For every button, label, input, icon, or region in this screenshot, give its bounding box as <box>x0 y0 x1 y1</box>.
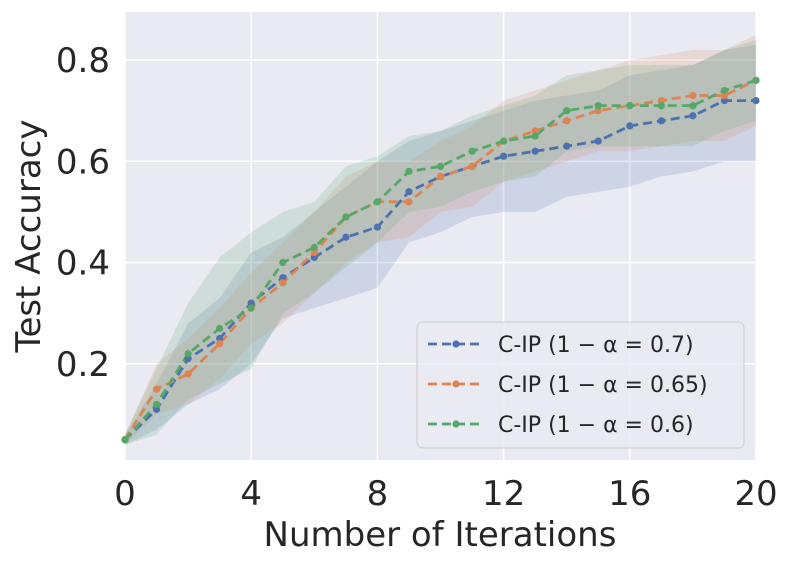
data-point-series-3 <box>152 400 161 408</box>
data-point-series-1 <box>720 96 729 105</box>
data-point-series-2 <box>657 96 665 105</box>
legend-label-2: C-IP (1 − α = 0.65) <box>498 373 708 398</box>
data-point-series-3 <box>342 213 350 221</box>
legend-series-name: C-IP <box>498 413 548 438</box>
legend-marker-2 <box>452 380 460 388</box>
y-tick-label: 0.6 <box>56 142 110 182</box>
data-point-series-2 <box>184 370 192 378</box>
data-point-series-1 <box>405 188 413 196</box>
data-point-series-2 <box>563 117 571 125</box>
x-tick-label: 0 <box>114 474 136 514</box>
series-line-1 <box>124 99 756 441</box>
legend-label-1: C-IP (1 − α = 0.7) <box>498 333 694 358</box>
data-point-series-1 <box>310 253 318 262</box>
data-point-series-1 <box>563 142 571 150</box>
data-point-series-3 <box>373 198 381 206</box>
y-tick-label: 0.4 <box>56 244 110 284</box>
data-point-series-1 <box>500 152 508 160</box>
legend-label-3: C-IP (1 − α = 0.6) <box>498 413 694 438</box>
legend-alpha-label: (1 − α = 0.65) <box>548 373 708 398</box>
data-point-series-2 <box>216 339 224 348</box>
data-point-series-1 <box>184 355 192 363</box>
data-point-series-3 <box>500 137 508 145</box>
x-axis-title: Number of Iterations <box>264 515 617 555</box>
data-point-series-3 <box>405 167 413 176</box>
data-point-series-3 <box>184 350 192 358</box>
x-tick-label: 8 <box>367 474 389 514</box>
x-tick-labels: 0 4 8 12 16 20 <box>114 474 777 514</box>
confidence-band-series-1 <box>125 44 756 445</box>
data-point-series-3 <box>626 102 634 110</box>
data-point-series-2 <box>152 385 161 393</box>
data-point-series-1 <box>342 233 350 241</box>
data-point-series-1 <box>531 147 539 155</box>
legend-series-name: C-IP <box>498 333 548 358</box>
data-point-series-3 <box>594 102 602 110</box>
data-point-series-1 <box>689 112 697 120</box>
legend-series-name: C-IP <box>498 373 548 398</box>
data-point-series-3 <box>310 243 318 251</box>
data-point-series-3 <box>247 304 255 312</box>
data-point-series-2 <box>279 279 287 287</box>
data-point-series-3 <box>720 86 729 95</box>
data-point-series-1 <box>594 137 602 145</box>
data-point-series-3 <box>689 102 697 110</box>
data-point-series-2 <box>720 91 729 100</box>
data-point-series-3 <box>563 107 571 115</box>
legend-box <box>416 321 745 449</box>
legend-marker-1 <box>452 340 460 348</box>
data-point-series-1 <box>279 274 287 282</box>
y-tick-labels: 0.2 0.4 0.6 0.8 <box>56 41 110 385</box>
y-axis-title: Test Accuracy <box>9 120 49 354</box>
y-tick-label: 0.8 <box>56 41 110 81</box>
data-point-series-2 <box>310 248 318 257</box>
data-point-series-2 <box>689 91 697 100</box>
legend: C-IP (1 − α = 0.7)C-IP (1 − α = 0.65)C-I… <box>416 321 745 449</box>
x-tick-label: 4 <box>240 474 262 514</box>
data-point-series-2 <box>405 198 413 206</box>
y-tick-label: 0.2 <box>56 345 110 385</box>
data-point-series-3 <box>279 258 287 267</box>
data-point-series-2 <box>531 127 539 135</box>
data-point-series-3 <box>436 162 445 170</box>
data-point-series-2 <box>594 107 602 115</box>
x-tick-label: 20 <box>734 474 777 514</box>
confidence-band-series-2 <box>125 34 756 445</box>
data-point-series-3 <box>468 147 476 155</box>
data-point-series-3 <box>531 132 539 140</box>
data-point-series-1 <box>152 405 161 413</box>
data-point-series-3 <box>752 76 760 84</box>
data-point-series-3 <box>121 436 129 444</box>
series-line-3 <box>123 79 757 441</box>
data-point-series-1 <box>626 122 634 130</box>
data-point-series-2 <box>468 162 476 170</box>
legend-alpha-label: (1 − α = 0.6) <box>548 413 694 438</box>
data-point-series-1 <box>657 117 665 125</box>
legend-alpha-label: (1 − α = 0.7) <box>548 333 694 358</box>
legend-marker-3 <box>452 420 460 428</box>
data-point-series-3 <box>216 324 224 332</box>
x-tick-label: 12 <box>482 474 525 514</box>
data-point-series-2 <box>436 172 445 181</box>
data-point-series-1 <box>373 223 381 231</box>
data-point-series-1 <box>216 334 224 343</box>
data-point-series-1 <box>247 299 255 307</box>
data-point-series-3 <box>657 102 665 110</box>
x-tick-label: 16 <box>608 474 651 514</box>
series-points <box>121 76 760 444</box>
data-point-series-1 <box>752 96 760 105</box>
